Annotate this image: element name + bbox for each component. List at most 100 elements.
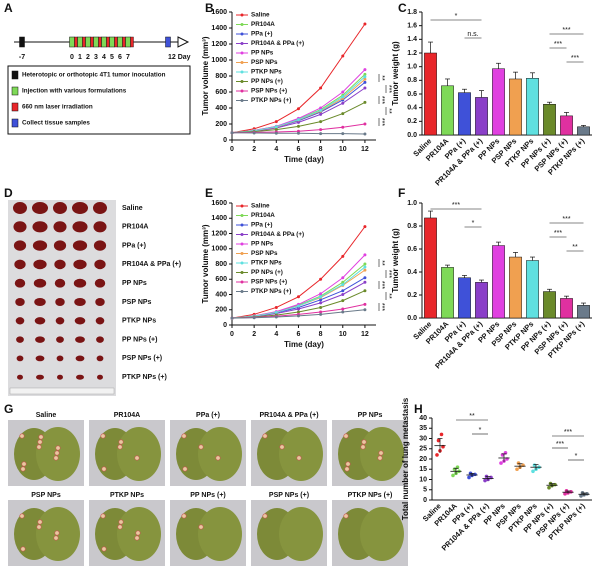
- y-tick-label: 1000: [211, 246, 227, 253]
- point: [274, 125, 278, 129]
- tumor: [56, 336, 64, 343]
- point: [341, 307, 345, 311]
- point: [341, 283, 345, 287]
- y-tick-label: 1.2: [407, 50, 417, 57]
- y-tick-label: 1000: [211, 57, 227, 64]
- y-axis-label: Tumor weight (g): [391, 41, 400, 106]
- nodule: [54, 530, 60, 536]
- tumor: [33, 278, 47, 288]
- tumor: [73, 259, 87, 270]
- annotation: *: [575, 453, 578, 460]
- x-axis-label: Time (day): [284, 340, 324, 349]
- point: [296, 124, 300, 128]
- laser-block: [130, 36, 134, 48]
- tumor: [53, 240, 67, 251]
- point: [319, 298, 323, 302]
- y-tick-label: 600: [215, 276, 227, 283]
- y-tick-label: 400: [215, 105, 227, 112]
- bar: [526, 260, 539, 319]
- lung-lobe: [360, 507, 404, 561]
- point: [363, 75, 367, 79]
- y-tick-label: 0.2: [407, 292, 417, 299]
- data-point: [579, 494, 583, 498]
- legend-label: PP NPs (+): [251, 269, 283, 276]
- legend-swatch: [11, 86, 19, 96]
- nodule: [101, 546, 107, 552]
- tumor: [32, 240, 48, 251]
- photo: [8, 200, 116, 396]
- point: [363, 100, 367, 104]
- point: [274, 305, 278, 309]
- y-tick-label: 0.8: [407, 77, 417, 84]
- point: [341, 95, 345, 99]
- timeline-label: 6: [118, 54, 122, 61]
- nodule: [360, 444, 366, 450]
- nodule: [21, 461, 27, 467]
- tumor: [16, 355, 24, 362]
- row-label: PR104A & PPa (+): [122, 261, 181, 268]
- panel-letter: A: [4, 1, 13, 15]
- tumor: [56, 355, 64, 362]
- laser-block: [122, 36, 126, 48]
- y-tick-label: 35: [419, 425, 427, 432]
- ruler: [9, 387, 115, 395]
- tumor: [32, 202, 48, 214]
- tumor: [72, 202, 88, 214]
- legend-marker: [240, 223, 244, 227]
- y-tick-label: 0: [223, 137, 227, 144]
- point: [363, 80, 367, 84]
- tumor: [93, 202, 107, 214]
- row-label: Saline: [122, 205, 143, 212]
- y-tick-label: 200: [215, 121, 227, 128]
- y-tick-label: 20: [419, 456, 427, 463]
- nodule: [345, 461, 351, 467]
- data-point: [439, 432, 444, 437]
- y-tick-label: 5: [423, 487, 427, 494]
- point: [341, 90, 345, 94]
- point: [363, 302, 367, 306]
- tumor: [94, 259, 106, 270]
- panel-letter: G: [4, 402, 13, 416]
- point: [363, 280, 367, 284]
- bar: [424, 217, 437, 319]
- tumor: [53, 221, 67, 233]
- annotation: ***: [452, 202, 460, 209]
- x-tick-label: 8: [319, 146, 323, 153]
- annotation: ***: [378, 118, 385, 126]
- y-axis-label: Tumor volume (mm³): [201, 36, 210, 115]
- timeline-label: 7: [126, 54, 130, 61]
- annotation: ***: [378, 303, 385, 311]
- y-tick-label: 0: [423, 497, 427, 504]
- point: [296, 304, 300, 308]
- legend-label: Collect tissue samples: [22, 120, 90, 127]
- annotation: ***: [562, 27, 570, 34]
- point: [319, 128, 323, 132]
- point: [319, 301, 323, 305]
- y-tick-label: 1200: [211, 230, 227, 237]
- nodule: [117, 524, 123, 530]
- annotation: ***: [378, 96, 385, 104]
- point: [296, 120, 300, 124]
- legend-label: Heterotopic or orthotopic 4T1 tumor inoc…: [22, 72, 166, 79]
- legend-label: PP NPs: [251, 241, 274, 248]
- data-point: [499, 461, 503, 465]
- row-label: PR104A: [122, 224, 148, 231]
- point: [296, 314, 300, 318]
- nodule: [100, 513, 106, 519]
- point: [363, 262, 367, 266]
- timeline-label: 0: [70, 54, 74, 61]
- tumor: [74, 297, 86, 307]
- lung-lobe: [198, 507, 242, 561]
- point: [296, 310, 300, 314]
- y-tick-label: 1.8: [407, 9, 417, 16]
- y-tick-label: 1.4: [407, 36, 417, 43]
- point: [274, 120, 278, 124]
- timeline-label: 3: [94, 54, 98, 61]
- panel-letter: B: [205, 1, 214, 15]
- y-tick-label: 0.0: [407, 132, 417, 139]
- y-tick-label: 1.6: [407, 23, 417, 30]
- row-label: PSP NPs: [122, 299, 152, 306]
- annotation: ***: [378, 281, 385, 289]
- point: [274, 315, 278, 319]
- nodule: [135, 530, 141, 536]
